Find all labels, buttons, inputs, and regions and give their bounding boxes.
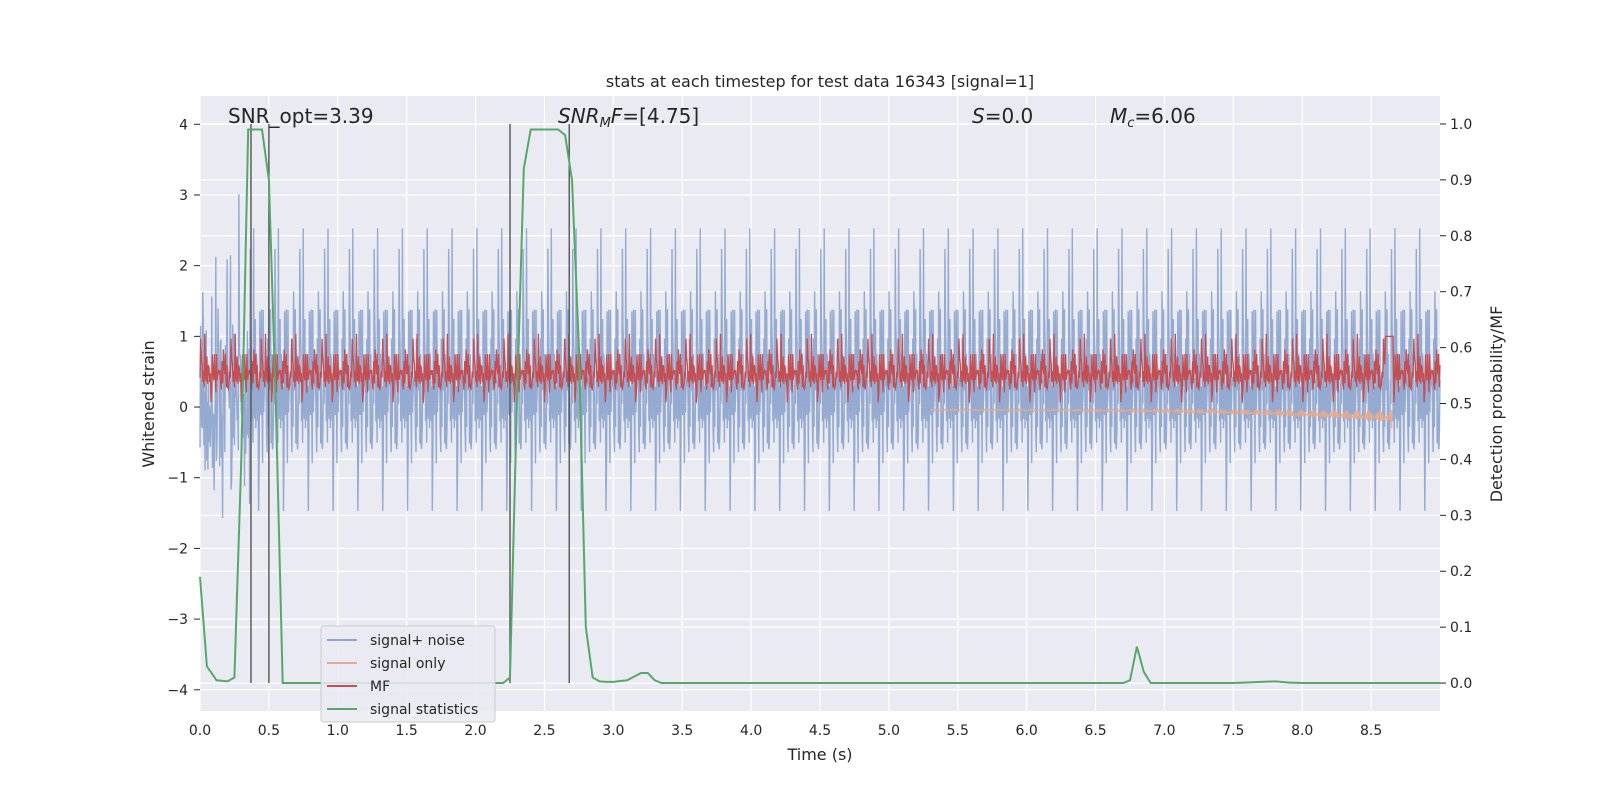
- annotation-snr-mf-sub: M: [600, 116, 611, 131]
- legend-box: [320, 625, 496, 723]
- y-axis-label: Whitened strain: [139, 340, 158, 467]
- annotation-mc-main: M: [1110, 104, 1127, 128]
- y-tick-label: 4: [179, 117, 188, 133]
- x-tick-label: 8.5: [1360, 723, 1382, 739]
- annotation-s: S=0.0: [972, 104, 1033, 128]
- x-tick-label: 5.0: [878, 723, 900, 739]
- x-tick-label: 4.5: [809, 723, 831, 739]
- chart-title: stats at each timestep for test data 163…: [606, 72, 1034, 91]
- annotation-snr-mf-tail: =[4.75]: [622, 104, 699, 128]
- legend-label-signal-statistics: signal statistics: [370, 702, 478, 718]
- y-right-tick-label: 0.3: [1450, 508, 1472, 524]
- annotation-snr-mf: SNRMF=[4.75]: [558, 104, 699, 131]
- y-right-tick-label: 0.4: [1450, 452, 1472, 468]
- x-tick-label: 4.0: [740, 723, 762, 739]
- y-right-tick-label: 0.8: [1450, 229, 1472, 245]
- x-tick-label: 7.0: [1153, 723, 1175, 739]
- series-signal-statistics: [199, 128, 1440, 684]
- annotation-s-tail: =0.0: [985, 104, 1034, 128]
- x-tick-label: 0.5: [258, 723, 280, 739]
- x-tick-label: 1.0: [327, 723, 349, 739]
- annotation-snr-mf-main: SNR: [558, 104, 600, 128]
- y-tick-labels: 4 3 2 1 0 −1 −2 −3 −4: [167, 117, 200, 699]
- y-right-tick-label: 0.6: [1450, 341, 1472, 357]
- x-tick-label: 5.5: [947, 723, 969, 739]
- x-tick-label: 2.0: [464, 723, 486, 739]
- annotation-mc-tail: =6.06: [1134, 104, 1195, 128]
- legend: signal+ noise signal only MF signal stat…: [320, 625, 496, 723]
- x-tick-label: 3.5: [671, 723, 693, 739]
- series-mf: [199, 333, 1441, 403]
- y-tick-label: 0: [179, 400, 188, 416]
- x-tick-label: 6.5: [1084, 723, 1106, 739]
- y-tick-label: −1: [167, 471, 188, 487]
- y-right-tick-label: 0.9: [1450, 173, 1472, 189]
- annotation-mc-sub: c: [1127, 116, 1134, 131]
- x-axis-label: Time (s): [786, 745, 852, 764]
- legend-label-signal-only: signal only: [370, 656, 445, 672]
- y-right-tick-labels: 1.0 0.9 0.8 0.7 0.6 0.5 0.4 0.3 0.2 0.1 0.0: [1440, 117, 1472, 692]
- x-tick-labels: 0.0 0.5 1.0 1.5 2.0 2.5 3.0 3.5 4.0 4.5 5.0 5.5 6.0 6…: [189, 723, 1382, 739]
- y-tick-label: −4: [167, 683, 188, 699]
- x-tick-label: 1.5: [396, 723, 418, 739]
- x-tick-label: 3.0: [602, 723, 624, 739]
- y-right-tick-label: 0.0: [1450, 676, 1472, 692]
- y-tick-label: −3: [167, 612, 188, 628]
- legend-label-mf: MF: [370, 679, 390, 695]
- y-right-tick-label: 0.5: [1450, 397, 1472, 413]
- annotation-snr-opt: SNR_opt=3.39: [228, 104, 374, 128]
- y-tick-label: 1: [179, 329, 188, 345]
- y-tick-label: 2: [179, 259, 188, 275]
- x-tick-label: 0.0: [189, 723, 211, 739]
- y-right-tick-label: 0.7: [1450, 285, 1472, 301]
- annotation-snr-mf-tail-f: F: [611, 104, 623, 128]
- y-right-tick-label: 1.0: [1450, 117, 1472, 133]
- y-right-axis-label: Detection probability/MF: [1487, 306, 1506, 503]
- y-right-tick-label: 0.1: [1450, 620, 1472, 636]
- series-layer: [199, 123, 1441, 684]
- y-tick-label: −2: [167, 541, 188, 557]
- annotation-mc: Mc=6.06: [1110, 104, 1196, 131]
- x-tick-label: 6.0: [1016, 723, 1038, 739]
- x-tick-label: 8.0: [1291, 723, 1313, 739]
- legend-label-signal-noise: signal+ noise: [370, 633, 465, 649]
- x-tick-label: 2.5: [533, 723, 555, 739]
- series-signal-only: [929, 407, 1393, 429]
- y-right-tick-label: 0.2: [1450, 564, 1472, 580]
- annotation-s-main: S: [972, 104, 985, 128]
- y-tick-label: 3: [179, 188, 188, 204]
- x-tick-label: 7.5: [1222, 723, 1244, 739]
